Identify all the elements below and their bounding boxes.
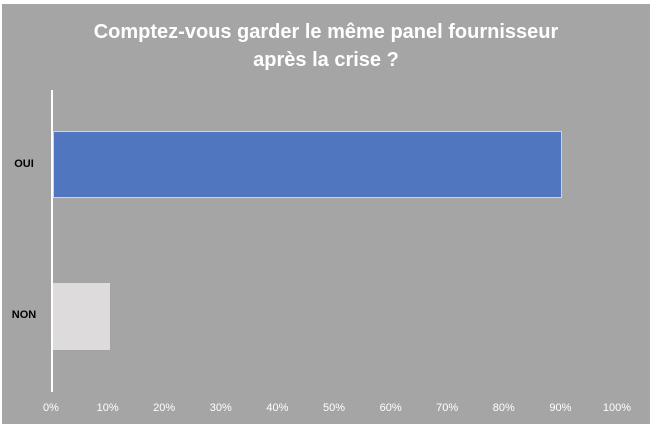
x-tick-label: 10% — [96, 402, 119, 414]
category-label-non: NON — [11, 309, 37, 321]
category-label-oui: OUI — [14, 158, 34, 170]
chart-title-line-2: après la crise ? — [253, 49, 399, 71]
x-tick-label: 30% — [209, 402, 232, 414]
x-tick-label: 100% — [602, 402, 632, 414]
x-tick-label: 70% — [436, 402, 459, 414]
x-tick-label: 0% — [43, 402, 59, 414]
x-tick-label: 20% — [153, 402, 176, 414]
x-tick-label: 90% — [549, 402, 572, 414]
chart-title-line-1: Comptez-vous garder le même panel fourni… — [93, 21, 559, 43]
x-tick-label: 40% — [266, 402, 289, 414]
y-axis-line — [51, 90, 53, 392]
chart-title: Comptez-vous garder le même panel fourni… — [2, 18, 650, 74]
x-tick-label: 50% — [322, 402, 346, 414]
x-tick-label: 80% — [492, 402, 515, 414]
bar-non — [53, 283, 110, 350]
x-tick-label: 60% — [379, 402, 402, 414]
chart-area: Comptez-vous garder le même panel fourni… — [2, 4, 650, 424]
bar-oui — [53, 131, 563, 198]
